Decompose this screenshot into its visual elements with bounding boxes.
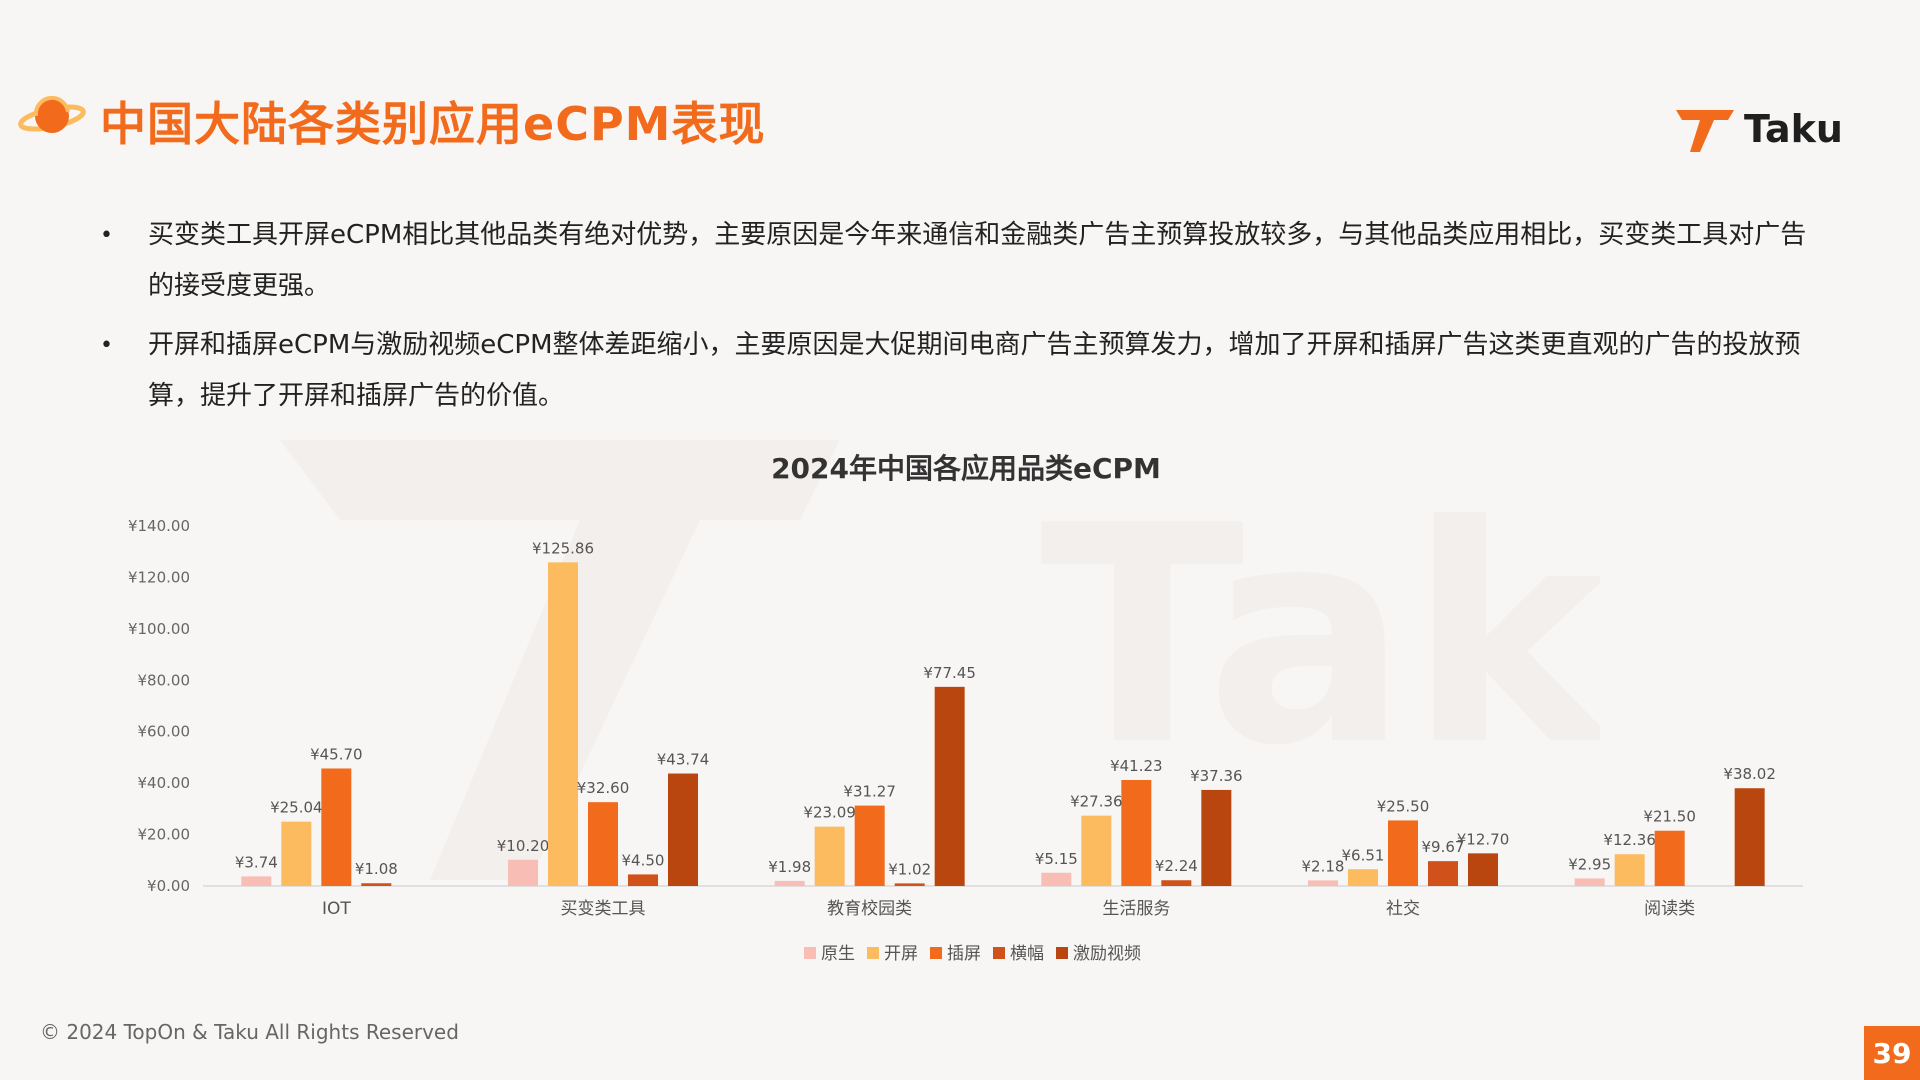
data-label: ¥1.08: [355, 860, 398, 878]
legend-swatch: [993, 947, 1005, 959]
bar: [241, 876, 272, 886]
legend-label: 激励视频: [1073, 944, 1141, 964]
data-label: ¥5.15: [1035, 850, 1078, 868]
bar: [1308, 880, 1338, 886]
legend-swatch: [1056, 947, 1068, 959]
planet-icon: [18, 95, 86, 133]
bar: [1574, 878, 1605, 886]
legend-label: 原生: [821, 944, 855, 964]
bar: [281, 821, 312, 886]
data-label: ¥6.51: [1342, 846, 1385, 864]
bar: [668, 773, 698, 886]
y-tick-label: ¥140.00: [128, 517, 190, 535]
data-label: ¥37.36: [1190, 767, 1243, 785]
bullet-item: 开屏和插屏eCPM与激励视频eCPM整体差距缩小，主要原因是大促期间电商广告主预…: [100, 320, 1830, 422]
ecpm-bar-chart: 2024年中国各应用品类eCPM ¥0.00 ¥20.00 ¥40.00 ¥60.00…: [128, 452, 1803, 964]
data-label: ¥12.36: [1603, 831, 1656, 849]
y-tick-label: ¥40.00: [138, 774, 191, 792]
x-tick-label: 教育校园类: [827, 899, 912, 919]
bar: [1081, 815, 1112, 886]
data-label: ¥38.02: [1723, 765, 1776, 783]
data-label: ¥10.20: [497, 837, 550, 855]
y-tick-label: ¥0.00: [147, 877, 190, 895]
copyright-text: © 2024 TopOn & Taku All Rights Reserved: [40, 1020, 459, 1044]
data-label: ¥31.27: [843, 783, 896, 801]
page-number: 39: [1864, 1026, 1920, 1080]
bar: [1161, 880, 1192, 886]
bar: [1201, 789, 1232, 886]
bar: [588, 802, 618, 886]
legend-label: 横幅: [1010, 944, 1044, 964]
logo-text: Taku: [1744, 107, 1843, 151]
y-tick-label: ¥120.00: [128, 568, 190, 586]
legend-label: 开屏: [884, 944, 918, 964]
data-label: ¥25.50: [1377, 797, 1430, 815]
legend-label: 插屏: [947, 944, 981, 964]
bar: [1348, 869, 1378, 886]
data-label: ¥125.86: [532, 539, 594, 557]
data-label: ¥4.50: [622, 851, 665, 869]
bar: [1468, 853, 1498, 886]
data-label: ¥41.23: [1110, 757, 1163, 775]
bar: [1614, 854, 1645, 886]
data-label: ¥77.45: [923, 664, 976, 682]
x-tick-label: 买变类工具: [561, 899, 646, 919]
data-label: ¥12.70: [1457, 830, 1510, 848]
x-axis: IOT 买变类工具 教育校园类 生活服务 社交 阅读类: [322, 899, 1695, 919]
bar: [814, 826, 845, 886]
y-tick-label: ¥80.00: [138, 671, 191, 689]
bar: [548, 562, 578, 886]
svg-text:Taku: Taku: [1040, 462, 1600, 811]
taku-logo: Taku: [1676, 104, 1843, 154]
bullet-list: 买变类工具开屏eCPM相比其他品类有绝对优势，主要原因是今年来通信和金融类广告主…: [100, 210, 1830, 430]
bar: [1121, 779, 1152, 886]
legend-swatch: [930, 947, 942, 959]
bars: ¥3.74 ¥25.04 ¥45.70 ¥1.08 ¥10.20 ¥125.86 ¥32.6…: [235, 539, 1776, 886]
bar: [1734, 788, 1765, 886]
legend: 原生 开屏 插屏 横幅 激励视频: [804, 944, 1141, 964]
data-label: ¥45.70: [310, 745, 363, 763]
legend-swatch: [804, 947, 816, 959]
bullet-item: 买变类工具开屏eCPM相比其他品类有绝对优势，主要原因是今年来通信和金融类广告主…: [100, 210, 1830, 312]
legend-swatch: [867, 947, 879, 959]
bar: [1041, 872, 1072, 886]
bar: [508, 859, 538, 886]
bar: [1388, 820, 1418, 886]
x-tick-label: IOT: [322, 899, 351, 919]
bar: [361, 883, 392, 886]
data-label: ¥27.36: [1070, 793, 1123, 811]
data-label: ¥25.04: [270, 799, 323, 817]
data-label: ¥2.18: [1302, 857, 1345, 875]
bar: [628, 874, 658, 886]
data-label: ¥2.24: [1155, 857, 1198, 875]
data-label: ¥2.95: [1568, 855, 1611, 873]
x-tick-label: 社交: [1386, 899, 1420, 919]
data-label: ¥23.09: [803, 804, 856, 822]
data-label: ¥32.60: [577, 779, 630, 797]
data-label: ¥9.67: [1422, 838, 1465, 856]
chart-title: 2024年中国各应用品类eCPM: [771, 452, 1161, 485]
data-label: ¥3.74: [235, 853, 278, 871]
bar: [854, 805, 885, 886]
bar: [934, 686, 965, 886]
bar: [774, 880, 805, 886]
y-tick-label: ¥20.00: [138, 826, 191, 844]
data-label: ¥1.02: [888, 860, 931, 878]
y-axis: ¥0.00 ¥20.00 ¥40.00 ¥60.00 ¥80.00 ¥100.00 ¥120…: [128, 517, 190, 895]
x-tick-label: 生活服务: [1102, 899, 1170, 919]
page-title: 中国大陆各类别应用eCPM表现: [100, 97, 766, 151]
y-tick-label: ¥100.00: [128, 620, 190, 638]
bar: [321, 768, 352, 886]
bar: [1654, 830, 1685, 886]
y-tick-label: ¥60.00: [138, 723, 191, 741]
data-label: ¥21.50: [1643, 808, 1696, 826]
bar: [894, 883, 925, 886]
bar: [1428, 861, 1458, 886]
x-tick-label: 阅读类: [1644, 899, 1695, 919]
taku-logo-icon: [1676, 110, 1734, 152]
data-label: ¥1.98: [768, 858, 811, 876]
data-label: ¥43.74: [657, 751, 710, 769]
